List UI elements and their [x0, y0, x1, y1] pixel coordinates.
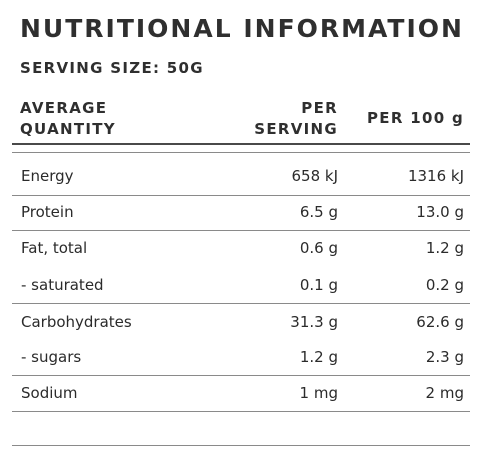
- row-per-serving: 31.3 g: [290, 313, 338, 331]
- row-name: Carbohydrates: [21, 313, 132, 331]
- page-title: NUTRITIONAL INFORMATION: [20, 14, 464, 43]
- row-divider: [12, 375, 470, 376]
- header-serving-line-2: SERVING: [254, 120, 338, 138]
- row-divider: [12, 411, 470, 412]
- row-name: Sodium: [21, 384, 78, 402]
- header-average-quantity: AVERAGE QUANTITY: [20, 98, 116, 140]
- table-row: Sodium 1 mg 2 mg: [0, 384, 480, 408]
- row-name: Fat, total: [21, 239, 88, 257]
- row-per-100g: 62.6 g: [416, 313, 464, 331]
- row-divider: [12, 230, 470, 231]
- table-row: Protein 6.5 g 13.0 g: [0, 203, 480, 227]
- table-row: - saturated 0.1 g 0.2 g: [0, 276, 480, 300]
- row-per-100g: 1316 kJ: [407, 167, 464, 185]
- row-name: - saturated: [21, 276, 104, 294]
- table-row: Energy 658 kJ 1316 kJ: [0, 167, 480, 191]
- row-divider: [12, 303, 470, 304]
- header-serving-line-1: PER: [301, 99, 338, 117]
- table-bottom-rule: [12, 445, 470, 446]
- table-row: - sugars 1.2 g 2.3 g: [0, 348, 480, 372]
- row-per-serving: 658 kJ: [291, 167, 338, 185]
- table-row: Carbohydrates 31.3 g 62.6 g: [0, 313, 480, 337]
- header-divider: [12, 143, 470, 145]
- row-name: Energy: [21, 167, 74, 185]
- row-name: - sugars: [21, 348, 82, 366]
- row-per-100g: 2 mg: [425, 384, 464, 402]
- row-per-serving: 6.5 g: [299, 203, 338, 221]
- row-per-100g: 0.2 g: [425, 276, 464, 294]
- header-quantity-line-1: AVERAGE: [20, 99, 108, 117]
- row-per-serving: 0.6 g: [299, 239, 338, 257]
- serving-size: SERVING SIZE: 50G: [20, 59, 204, 77]
- row-per-serving: 0.1 g: [299, 276, 338, 294]
- row-per-serving: 1.2 g: [299, 348, 338, 366]
- row-divider: [12, 195, 470, 196]
- row-per-serving: 1 mg: [299, 384, 338, 402]
- header-per-serving: PER SERVING: [254, 98, 338, 140]
- row-name: Protein: [21, 203, 74, 221]
- row-per-100g: 1.2 g: [425, 239, 464, 257]
- header-per-100g: PER 100 g: [367, 109, 464, 127]
- header-quantity-line-2: QUANTITY: [20, 120, 116, 138]
- row-per-100g: 2.3 g: [425, 348, 464, 366]
- row-per-100g: 13.0 g: [416, 203, 464, 221]
- table-row: Fat, total 0.6 g 1.2 g: [0, 239, 480, 263]
- header-divider-secondary: [12, 152, 470, 153]
